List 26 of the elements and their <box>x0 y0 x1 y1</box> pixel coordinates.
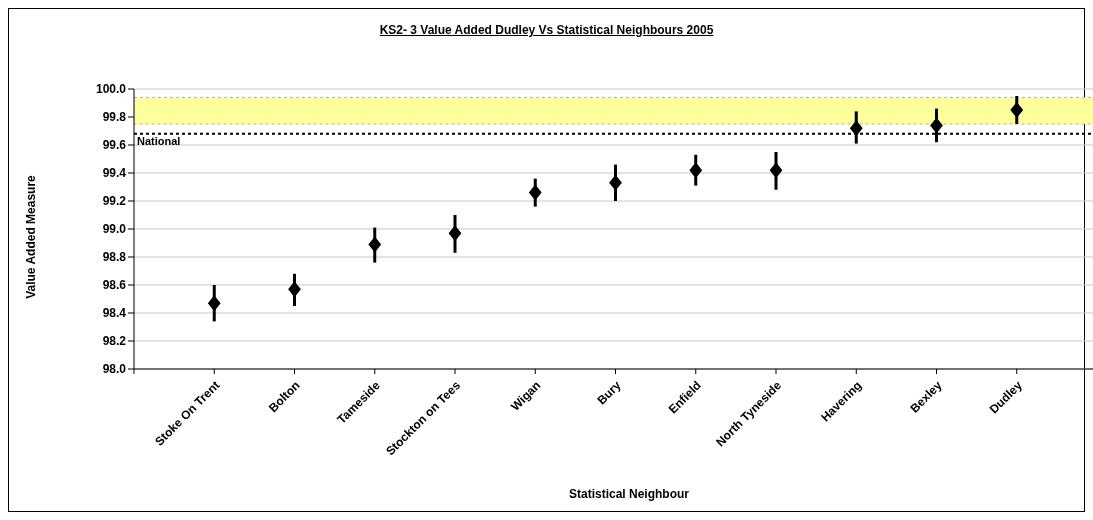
point <box>528 184 542 201</box>
point <box>849 120 863 137</box>
chart-title: KS2- 3 Value Added Dudley Vs Statistical Neighbours 2005 <box>378 23 715 37</box>
y-axis-title: Value Added Measure <box>24 175 38 299</box>
y-tick-label: 99.0 <box>102 222 127 237</box>
point <box>207 295 221 312</box>
point <box>689 162 703 179</box>
y-tick-label: 99.6 <box>102 138 127 153</box>
x-axis-title: Statistical Neighbour <box>568 487 690 501</box>
y-tick-label: 98.2 <box>102 334 127 349</box>
y-tick-label: 99.2 <box>102 194 127 209</box>
point <box>288 281 301 298</box>
point <box>930 117 943 134</box>
point <box>368 236 382 253</box>
point <box>609 174 622 191</box>
y-tick-label: 98.8 <box>102 250 127 265</box>
point <box>448 225 462 242</box>
point <box>769 162 783 179</box>
y-tick-label: 98.0 <box>102 362 127 377</box>
y-tick-label: 99.8 <box>102 110 127 125</box>
y-tick-label: 98.6 <box>102 278 127 293</box>
y-tick-label: 99.4 <box>102 166 127 181</box>
point <box>1010 102 1024 118</box>
y-tick-label: 98.4 <box>102 306 127 321</box>
y-tick-label: 100.0 <box>95 82 127 97</box>
ref-line-label: National <box>137 134 181 147</box>
